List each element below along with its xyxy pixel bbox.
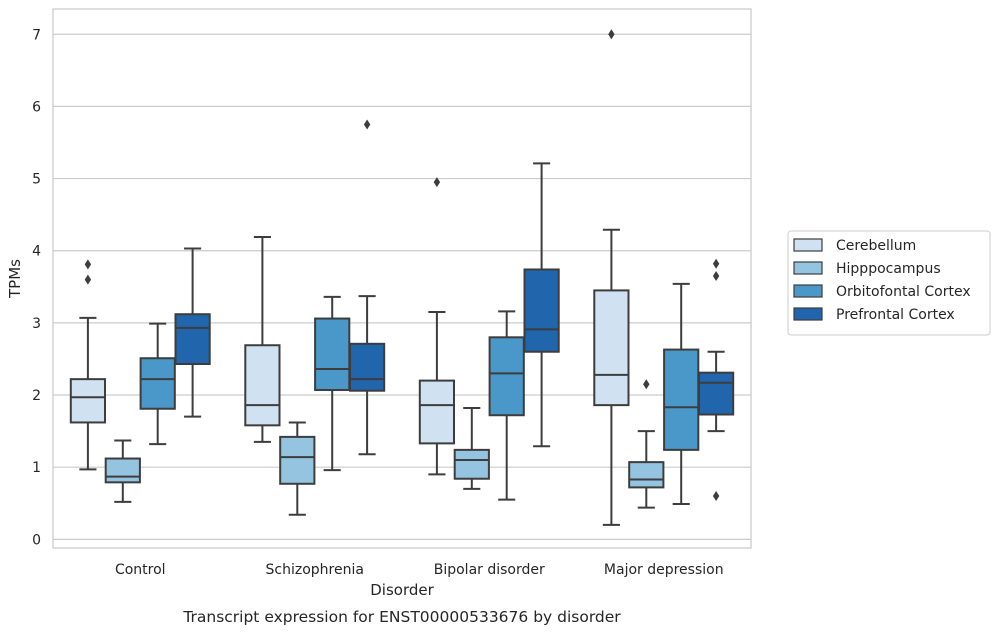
boxes	[69, 29, 735, 526]
iqr-box	[348, 342, 386, 392]
x-tick-label: Major depression	[604, 562, 724, 578]
legend-swatch	[793, 307, 823, 321]
box-1-1	[279, 421, 316, 516]
x-tick-label: Bipolar disorder	[434, 562, 545, 578]
outlier-point	[643, 379, 650, 390]
box-1-3	[628, 379, 665, 509]
x-axis-ticks: Control Schizophrenia Bipolar disorder Majo…	[115, 562, 724, 578]
box-2-2	[488, 310, 525, 501]
legend-swatch	[793, 284, 823, 298]
x-tick-label: Schizophrenia	[266, 562, 364, 578]
iqr-box	[418, 379, 456, 445]
outlier-point	[712, 258, 720, 269]
y-tick-label: 7	[32, 27, 41, 43]
iqr-box	[593, 289, 630, 407]
y-tick-label: 4	[32, 244, 41, 260]
box-0-0	[69, 259, 107, 471]
iqr-box	[488, 336, 525, 417]
iqr-box	[174, 313, 211, 366]
box-0-3	[593, 29, 630, 526]
y-tick-label: 6	[32, 99, 41, 115]
x-axis-label: Disorder	[370, 581, 434, 599]
outlier-point	[84, 274, 92, 285]
legend-swatch	[793, 261, 823, 275]
box-3-0	[174, 247, 211, 418]
iqr-box	[697, 371, 735, 416]
y-tick-label: 3	[32, 316, 41, 332]
iqr-box	[69, 378, 107, 424]
legend-frame	[787, 230, 991, 336]
box-3-1	[348, 119, 386, 456]
iqr-box	[453, 448, 490, 480]
box-1-2	[453, 407, 490, 490]
outlier-point	[608, 29, 615, 40]
iqr-box	[139, 357, 176, 410]
iqr-box	[279, 435, 316, 485]
y-tick-label: 5	[32, 172, 41, 188]
iqr-box	[314, 317, 351, 391]
box-1-0	[104, 439, 141, 503]
y-axis-ticks: 0 1 2 3 4 5 6 7	[32, 27, 41, 548]
box-2-3	[663, 282, 700, 505]
outlier-point	[433, 177, 441, 188]
legend: Cerebellum Hipppocampus Orbitofontal Corte…	[787, 230, 991, 336]
iqr-box	[244, 344, 281, 427]
x-tick-label: Control	[115, 562, 166, 578]
outlier-point	[363, 119, 371, 130]
chart-caption: Transcript expression for ENST0000053367…	[182, 608, 621, 626]
box-2-1	[314, 295, 351, 472]
legend-label: Orbitofontal Cortex	[836, 284, 971, 300]
iqr-box	[663, 348, 700, 451]
iqr-box	[104, 457, 141, 484]
legend-label: Cerebellum	[836, 238, 916, 254]
y-axis-label: TPMs	[6, 259, 24, 299]
iqr-box	[628, 461, 665, 489]
iqr-box	[523, 268, 560, 353]
box-2-0	[139, 322, 176, 446]
box-0-1	[244, 236, 281, 443]
y-tick-label: 2	[32, 388, 41, 404]
legend-swatch	[793, 238, 823, 252]
legend-label: Prefrontal Cortex	[836, 307, 955, 323]
y-tick-label: 1	[32, 460, 41, 476]
outlier-point	[712, 270, 720, 281]
legend-label: Hipppocampus	[836, 261, 941, 277]
outlier-point	[84, 259, 92, 270]
box-3-2	[523, 162, 560, 448]
plot-area-frame	[52, 8, 752, 549]
box-0-2	[418, 177, 456, 476]
y-tick-label: 0	[32, 532, 41, 548]
box-3-3	[697, 258, 735, 502]
outlier-point	[712, 491, 720, 502]
